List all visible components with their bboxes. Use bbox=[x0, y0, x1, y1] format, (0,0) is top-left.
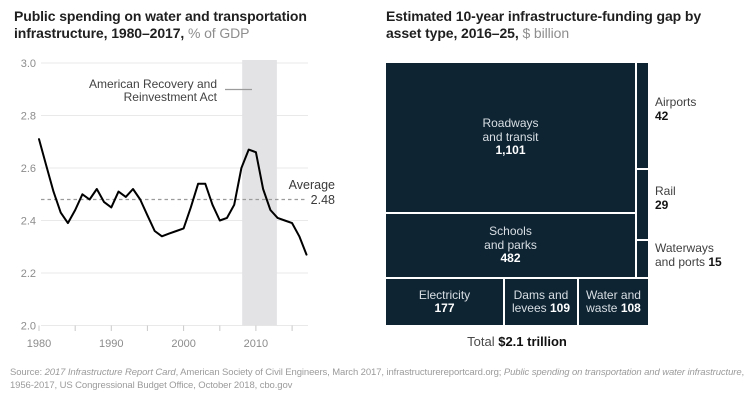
spending-line bbox=[38, 138, 308, 256]
x-axis-tick-label: 1990 bbox=[99, 338, 123, 350]
treemap-block-water-and-waste: Water and waste 108 bbox=[579, 279, 648, 325]
arra-annotation-line2: Reinvestment Act bbox=[124, 90, 218, 104]
treemap-block-roadways-and-transit: Roadways and transit 1,101 bbox=[386, 63, 635, 212]
treemap-block-label: Roadways and transit 1,101 bbox=[482, 116, 539, 158]
treemap-outside-label-airports: Airports 42 bbox=[655, 95, 697, 123]
treemap-block-electricity: Electricity 177 bbox=[386, 279, 503, 325]
source-note: Source: 2017 Infrastructure Report Card,… bbox=[10, 367, 745, 392]
right-chart-title-unit: $ billion bbox=[518, 25, 570, 42]
left-chart-title: Public spending on water and transportat… bbox=[14, 8, 366, 43]
y-axis-tick-label: 2.0 bbox=[21, 321, 36, 333]
arra-annotation-line1: American Recovery and bbox=[89, 77, 217, 91]
right-chart-title: Estimated 10-year infrastructure-funding… bbox=[386, 8, 722, 43]
left-chart-title-text: Public spending on water and transportat… bbox=[14, 8, 307, 42]
right-chart-title-text: Estimated 10-year infrastructure-funding… bbox=[386, 8, 702, 42]
treemap-block-label: Schools and parks 482 bbox=[484, 224, 537, 266]
y-axis-tick-label: 3.0 bbox=[21, 58, 36, 70]
treemap-block-label: Electricity 177 bbox=[418, 287, 471, 315]
y-axis-tick-label: 2.6 bbox=[21, 163, 36, 175]
treemap-block-rail bbox=[637, 170, 648, 239]
treemap-outside-label-waterways-and-ports: Waterways and ports 15 bbox=[655, 241, 722, 269]
treemap-total: Total $2.1 trillion bbox=[467, 334, 567, 349]
x-axis-tick-label: 2010 bbox=[244, 338, 268, 350]
treemap-block-waterways-and-ports bbox=[637, 241, 648, 277]
treemap: Roadways and transit 1,101 Schools and parks… bbox=[386, 63, 722, 325]
treemap-outside-label-rail: Rail 29 bbox=[655, 184, 676, 212]
x-axis-tick-label: 2000 bbox=[171, 338, 195, 350]
y-axis-tick-label: 2.8 bbox=[21, 111, 36, 123]
x-axis-tick-label: 1980 bbox=[27, 338, 51, 350]
left-chart-title-unit: % of GDP bbox=[184, 25, 250, 42]
treemap-block-airports bbox=[637, 63, 648, 168]
treemap-block-schools-and-parks: Schools and parks 482 bbox=[386, 214, 635, 277]
treemap-block-dams-and-levees: Dams and levees 109 bbox=[505, 279, 577, 325]
arra-band bbox=[242, 60, 277, 326]
treemap-block-label: Water and waste 108 bbox=[586, 287, 641, 315]
average-value-label: 2.48 bbox=[311, 193, 335, 207]
average-label: Average bbox=[289, 178, 335, 192]
y-axis-tick-label: 2.2 bbox=[21, 268, 36, 280]
line-chart: 2.0 2.2 2.4 2.6 2.8 3.0 1980 1990 2000 2010 Americ… bbox=[21, 58, 335, 350]
treemap-block-label: Dams and levees 109 bbox=[511, 287, 571, 315]
y-axis-tick-label: 2.4 bbox=[21, 216, 36, 228]
